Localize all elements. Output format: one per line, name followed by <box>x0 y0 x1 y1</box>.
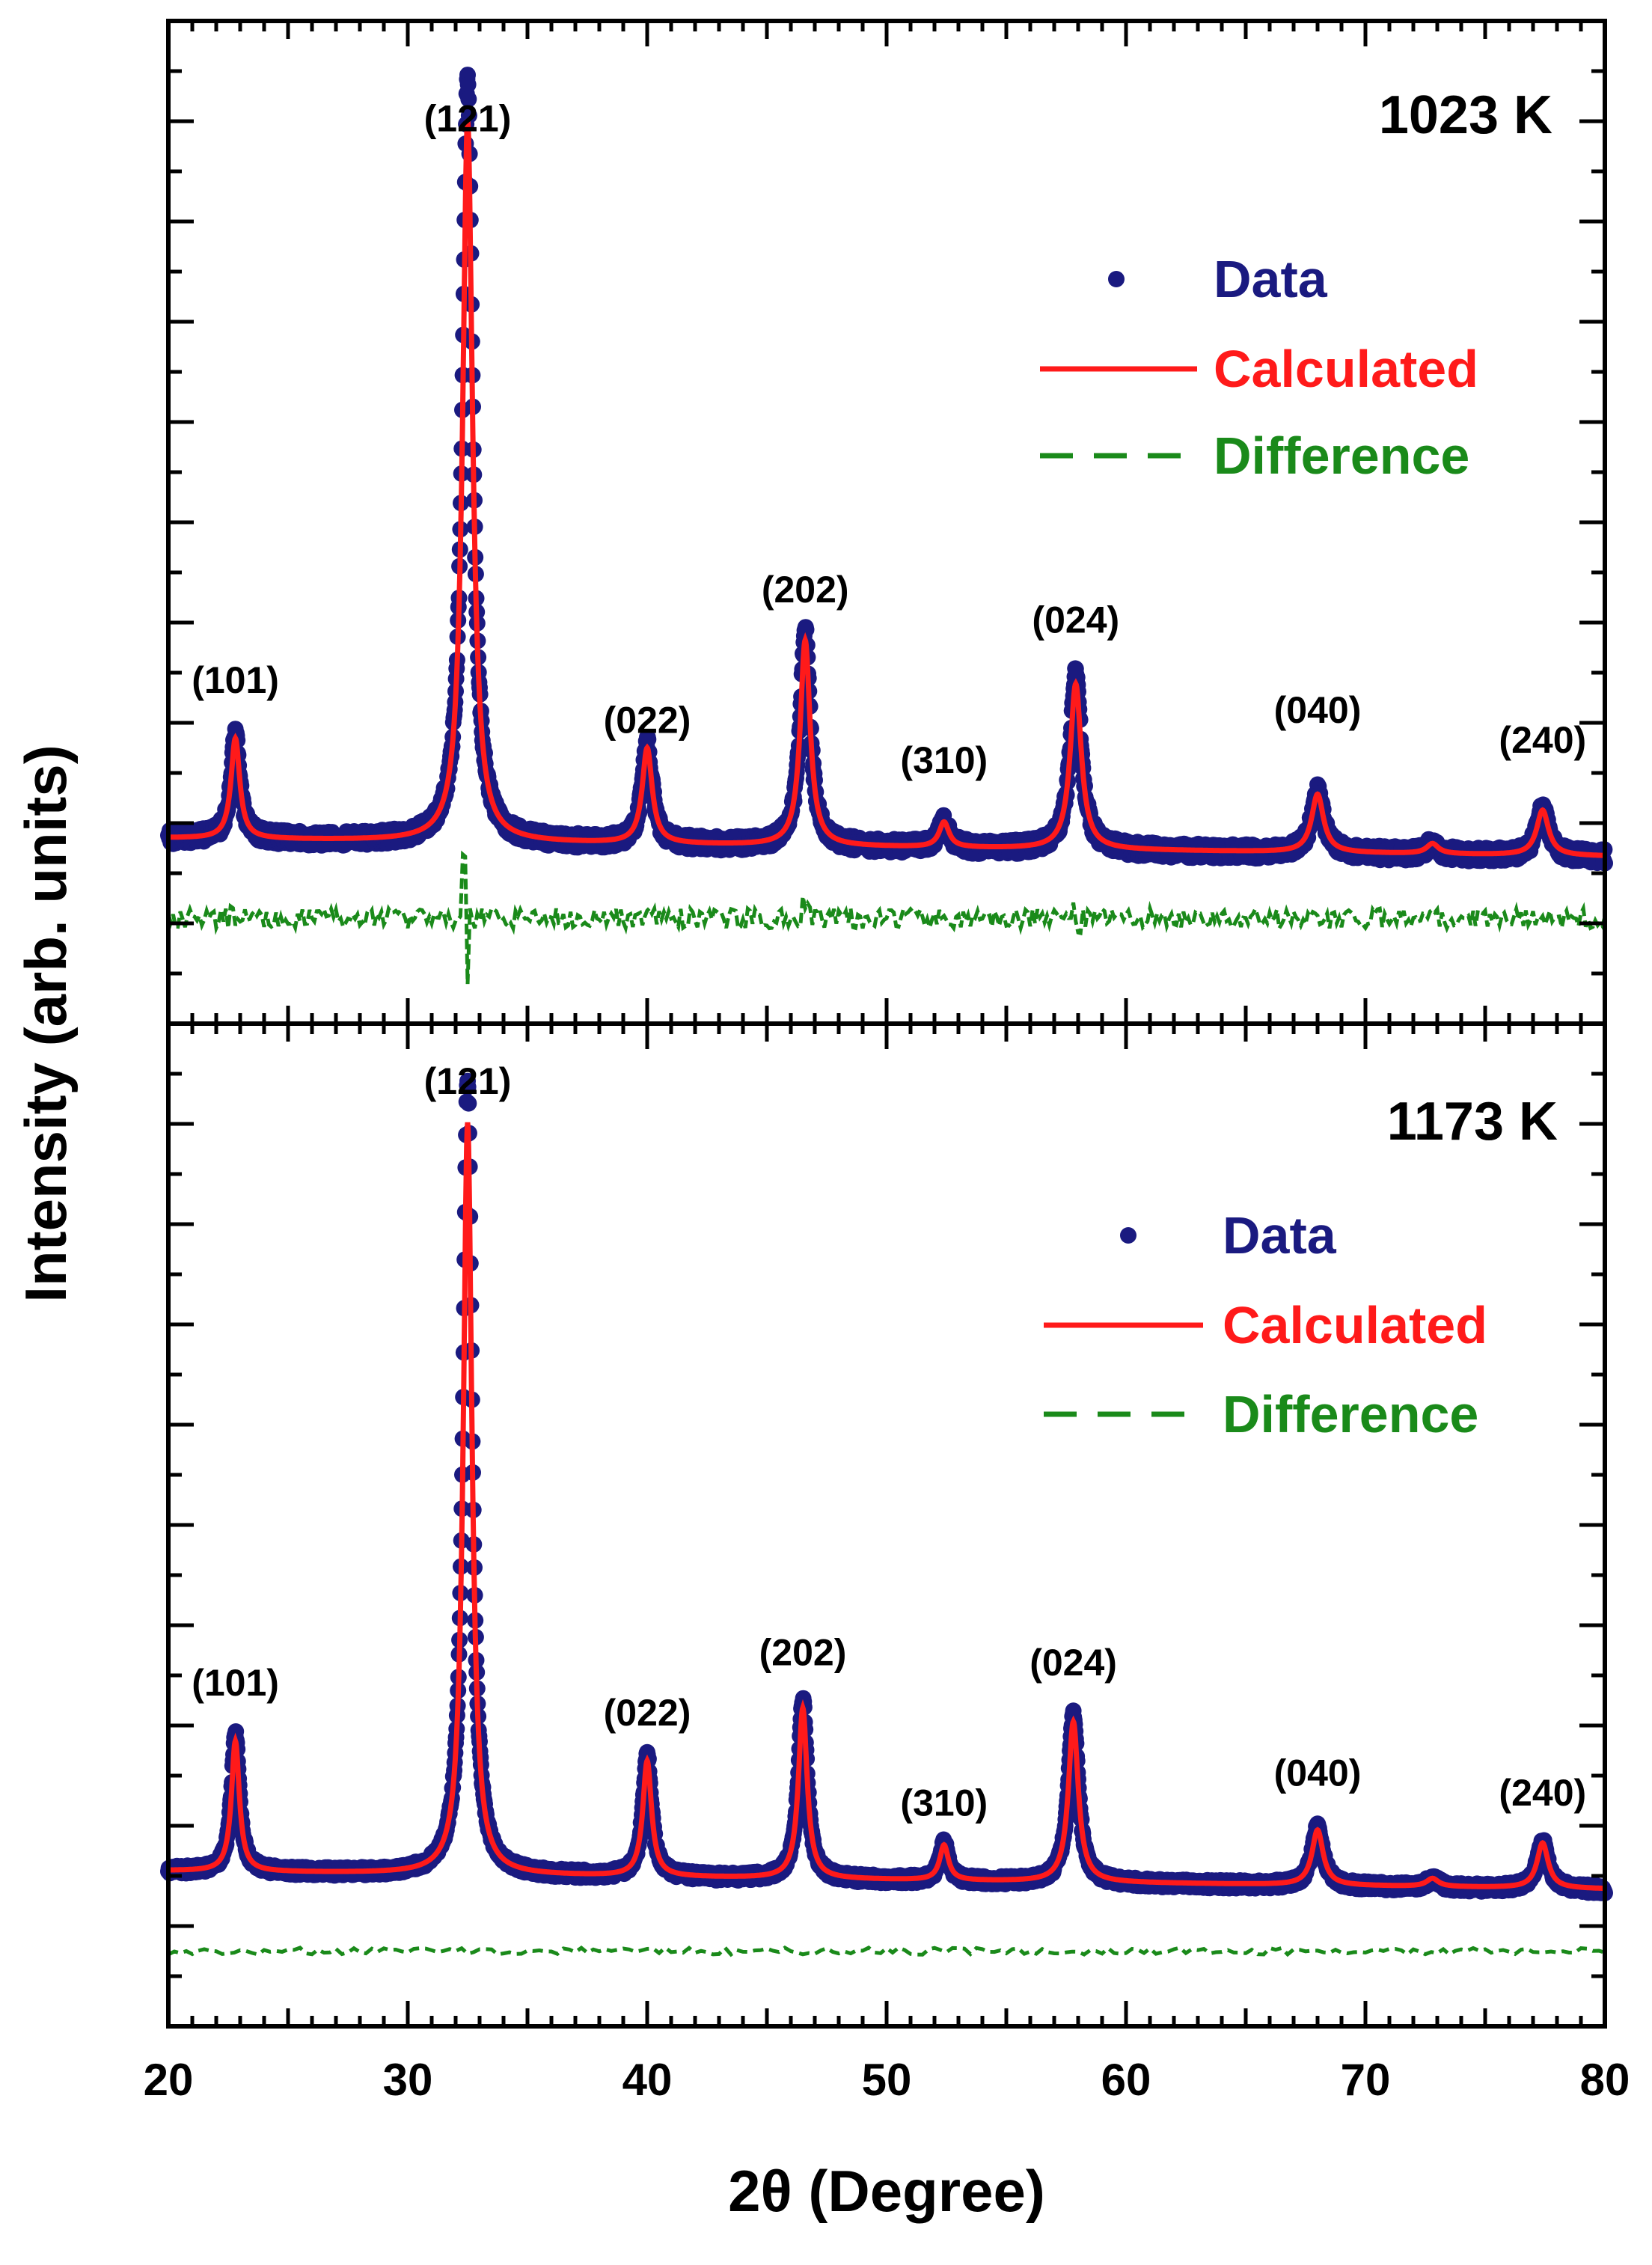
top-peak-label: (022) <box>604 699 691 741</box>
top-data-point <box>459 76 477 93</box>
top-peak-label: (024) <box>1032 599 1119 641</box>
top-legend-data-marker <box>1108 271 1125 287</box>
top-data-point <box>460 91 477 108</box>
top-peak-label: (040) <box>1274 689 1362 731</box>
top-temperature-label: 1023 K <box>1379 85 1552 145</box>
top-legend-difference-label: Difference <box>1214 427 1469 485</box>
top-peak-label: (240) <box>1499 719 1586 761</box>
top-data-point <box>460 107 477 124</box>
top-legend-data-label: Data <box>1214 250 1328 308</box>
top-data-point <box>640 731 657 748</box>
top-peak-label: (121) <box>424 97 512 139</box>
top-legend-calculated-label: Calculated <box>1214 340 1478 398</box>
top-peak-label: (202) <box>762 569 849 611</box>
top-data-point <box>798 621 815 638</box>
top-peak-label: (101) <box>192 659 279 701</box>
top-peak-label: (310) <box>900 739 988 781</box>
panel-top: (101) (121) (022) (202) (310) (024) (040) (240)… <box>160 67 1613 985</box>
